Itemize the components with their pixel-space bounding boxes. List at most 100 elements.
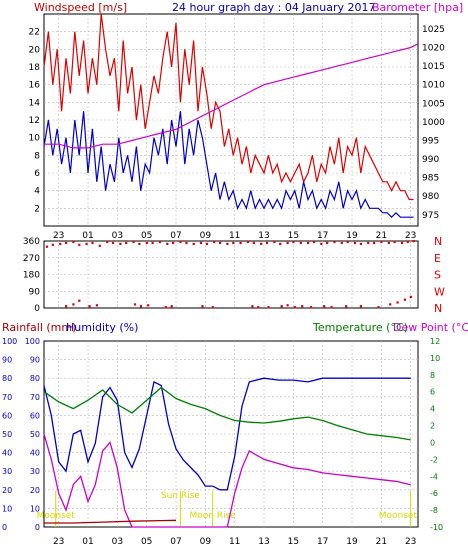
barometer-tick-label: 975 [422, 211, 439, 221]
direction-point [409, 295, 412, 298]
hour-tick-label: 07 [170, 537, 181, 547]
direction-point [88, 305, 91, 308]
direction-point [65, 241, 68, 245]
direction-point [211, 306, 214, 309]
hour-tick-label: 09 [200, 537, 212, 547]
direction-point [185, 241, 188, 245]
hour-tick-label: 19 [346, 537, 358, 547]
temperature-tick-label: -8 [430, 506, 438, 515]
direction-point [179, 240, 182, 244]
windspeed-tick-label: 4 [34, 187, 40, 197]
hour-tick-label: 01 [82, 537, 93, 547]
direction-point [239, 241, 242, 245]
windspeed-tick-label: 22 [29, 28, 40, 38]
rainfall-tick-label: 0 [2, 523, 7, 532]
direction-point [72, 303, 75, 306]
humidity-tick-label: 10 [30, 504, 40, 513]
direction-point [132, 240, 135, 244]
rainfall-tick-label: 40 [2, 449, 12, 458]
temperature-tick-label: 10 [430, 354, 440, 363]
series-average-line [43, 111, 414, 219]
direction-point [406, 240, 409, 244]
direction-point [147, 304, 150, 307]
direction-tick-label: 270 [23, 254, 40, 264]
hour-tick-label: 19 [346, 231, 358, 241]
hour-tick-label: 15 [288, 231, 299, 241]
hour-tick-label: 03 [112, 231, 123, 241]
hour-tick-label: 21 [376, 537, 387, 547]
windspeed-tick-label: 16 [29, 81, 41, 91]
humidity-tick-label: 0 [35, 523, 40, 532]
direction-point [412, 240, 415, 243]
direction-point [367, 241, 370, 245]
humidity-tick-label: 30 [30, 467, 40, 476]
humidity-tick-label: 20 [30, 486, 40, 495]
compass-tick-label: E [434, 252, 441, 265]
barometer-tick-label: 995 [422, 136, 439, 146]
rainfall-tick-label: 60 [2, 411, 12, 420]
barometer-tick-label: 1025 [422, 25, 445, 35]
direction-point [326, 241, 329, 245]
direction-point [400, 241, 404, 245]
direction-point [95, 304, 98, 307]
direction-point [292, 240, 295, 244]
hour-tick-label: 09 [200, 231, 212, 241]
direction-point [170, 305, 173, 308]
temperature-tick-label: 12 [430, 337, 440, 346]
direction-point [267, 306, 270, 309]
hour-tick-label: 17 [317, 231, 328, 241]
windspeed-tick-label: 8 [34, 151, 40, 161]
hour-tick-label: 23 [53, 537, 64, 547]
hour-tick-label: 07 [170, 231, 181, 241]
windspeed-tick-label: 18 [29, 63, 41, 73]
hour-tick-label: 11 [229, 537, 240, 547]
direction-tick-label: 180 [23, 271, 40, 281]
barometer-tick-label: 980 [422, 192, 439, 202]
direction-point [145, 241, 148, 245]
temperature-axis-label: Temperature (°C) [312, 321, 408, 334]
direction-point [133, 303, 137, 306]
humidity-tick-label: 60 [30, 411, 40, 420]
hour-tick-label: 05 [141, 537, 152, 547]
direction-point [293, 306, 296, 309]
series-barometer-line [44, 43, 419, 149]
hour-tick-label: 23 [405, 537, 416, 547]
direction-point [219, 241, 222, 245]
humidity-axis-label: Humidity (%) [66, 321, 138, 334]
event-label: Moonset [379, 511, 418, 521]
direction-point [139, 305, 142, 308]
direction-point [286, 241, 289, 245]
humidity-tick-label: 40 [30, 449, 40, 458]
compass-tick-label: S [434, 269, 441, 282]
barometer-tick-label: 1005 [422, 99, 445, 109]
windspeed-tick-label: 2 [34, 204, 40, 214]
direction-point [359, 242, 362, 245]
barometer-tick-label: 1000 [422, 118, 445, 128]
direction-point [251, 305, 254, 308]
windspeed-tick-label: 20 [29, 45, 41, 55]
direction-point [396, 301, 399, 304]
direction-point [377, 306, 380, 309]
direction-point [106, 240, 109, 244]
temperature-tick-label: -6 [430, 489, 438, 498]
direction-point [299, 241, 302, 245]
temperature-tick-label: 0 [430, 438, 435, 447]
barometer-tick-label: 1015 [422, 62, 445, 72]
direction-point [279, 242, 282, 245]
windspeed-tick-label: 12 [29, 116, 40, 126]
rainfall-axis-label: Rainfall (mm) [2, 321, 76, 334]
direction-point [273, 240, 276, 244]
direction-point [65, 305, 68, 308]
compass-tick-label: W [434, 285, 445, 298]
barometer-tick-label: 1010 [422, 81, 445, 91]
rainfall-tick-label: 90 [2, 356, 12, 365]
series-humidity-line [43, 377, 411, 491]
direction-point [373, 241, 376, 245]
hour-tick-label: 03 [112, 537, 123, 547]
direction-point [201, 305, 204, 308]
direction-point [98, 244, 101, 247]
hour-tick-label: 05 [141, 231, 152, 241]
hour-tick-label: 23 [405, 231, 416, 241]
